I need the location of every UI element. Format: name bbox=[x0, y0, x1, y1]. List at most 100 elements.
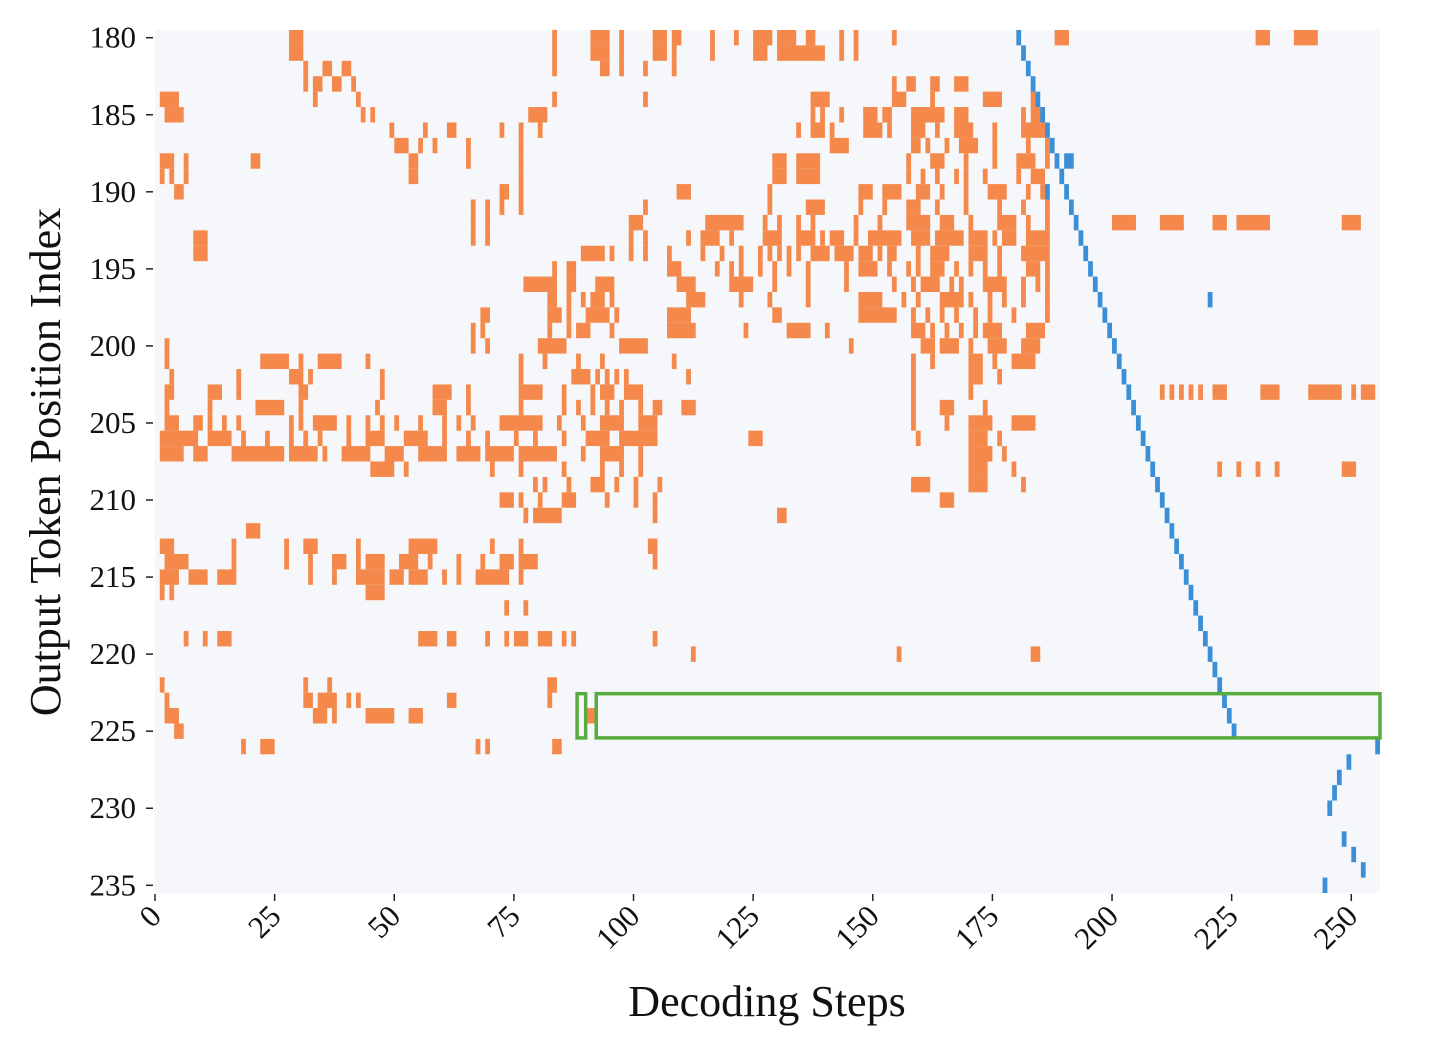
orange-heat-cell bbox=[1045, 137, 1050, 154]
orange-heat-cell bbox=[322, 446, 328, 462]
orange-heat-cell bbox=[552, 45, 557, 61]
orange-heat-cell bbox=[255, 399, 285, 416]
orange-heat-cell bbox=[968, 369, 983, 385]
y-tick-label: 195 bbox=[90, 251, 137, 286]
orange-heat-cell bbox=[485, 631, 490, 647]
orange-heat-cell bbox=[901, 291, 907, 308]
heatmap-cells bbox=[159, 30, 1380, 893]
orange-heat-cell bbox=[159, 677, 165, 693]
orange-heat-cell bbox=[561, 492, 577, 508]
orange-heat-cell bbox=[164, 692, 170, 709]
orange-heat-cell bbox=[265, 430, 270, 447]
orange-heat-cell bbox=[499, 415, 543, 431]
blue-heat-cell bbox=[1049, 137, 1055, 154]
orange-heat-cell bbox=[561, 430, 567, 447]
orange-heat-cell bbox=[566, 261, 577, 277]
orange-heat-cell bbox=[997, 245, 1002, 262]
orange-heat-cell bbox=[1021, 107, 1026, 123]
blue-heat-cell bbox=[1068, 199, 1074, 215]
orange-heat-cell bbox=[911, 415, 916, 431]
orange-heat-cell bbox=[355, 553, 361, 570]
orange-heat-cell bbox=[518, 446, 557, 462]
orange-heat-cell bbox=[930, 153, 945, 169]
orange-heat-cell bbox=[1159, 384, 1165, 400]
orange-heat-cell bbox=[542, 353, 548, 370]
orange-heat-cell bbox=[408, 569, 428, 585]
orange-heat-cell bbox=[958, 137, 979, 154]
orange-heat-cell bbox=[446, 122, 457, 138]
orange-heat-cell bbox=[623, 369, 629, 385]
blue-heat-cell bbox=[1097, 291, 1103, 308]
orange-heat-cell bbox=[456, 553, 462, 570]
blue-heat-cell bbox=[1212, 661, 1218, 678]
blue-heat-cell bbox=[1336, 769, 1342, 786]
orange-heat-cell bbox=[968, 384, 974, 400]
orange-heat-cell bbox=[317, 353, 342, 370]
orange-heat-cell bbox=[1179, 384, 1184, 400]
blue-heat-cell bbox=[1126, 384, 1132, 400]
orange-heat-cell bbox=[810, 245, 830, 262]
orange-heat-cell bbox=[1030, 91, 1036, 108]
orange-heat-cell bbox=[585, 430, 610, 447]
blue-heat-cell bbox=[1226, 708, 1232, 724]
orange-heat-cell bbox=[997, 261, 1002, 277]
orange-heat-cell bbox=[628, 214, 644, 231]
orange-heat-cell bbox=[858, 307, 897, 323]
orange-heat-cell bbox=[485, 430, 490, 447]
orange-heat-cell bbox=[552, 60, 557, 77]
orange-heat-cell bbox=[561, 399, 567, 416]
orange-heat-cell bbox=[600, 353, 605, 370]
blue-heat-cell bbox=[1193, 600, 1199, 616]
x-tick-label: 100 bbox=[589, 898, 647, 956]
orange-heat-cell bbox=[652, 30, 668, 46]
blue-heat-cell bbox=[1016, 30, 1022, 46]
orange-heat-cell bbox=[1030, 168, 1046, 185]
blue-heat-cell bbox=[1054, 153, 1060, 169]
orange-heat-cell bbox=[1021, 291, 1026, 308]
orange-heat-cell bbox=[312, 415, 337, 431]
orange-heat-cell bbox=[298, 415, 304, 431]
orange-heat-cell bbox=[499, 492, 514, 508]
orange-heat-cell bbox=[829, 230, 845, 246]
orange-heat-cell bbox=[1212, 214, 1227, 231]
y-tick-label: 235 bbox=[90, 867, 137, 902]
orange-heat-cell bbox=[906, 214, 931, 231]
orange-heat-cell bbox=[939, 492, 955, 508]
orange-heat-cell bbox=[934, 122, 940, 138]
y-tick-label: 205 bbox=[90, 405, 137, 440]
orange-heat-cell bbox=[288, 430, 294, 447]
orange-heat-cell bbox=[1021, 245, 1050, 262]
orange-heat-cell bbox=[518, 168, 524, 185]
orange-heat-cell bbox=[346, 430, 352, 447]
orange-heat-cell bbox=[164, 399, 170, 416]
orange-heat-cell bbox=[466, 153, 471, 169]
orange-heat-cell bbox=[1188, 384, 1194, 400]
orange-heat-cell bbox=[911, 399, 916, 416]
orange-heat-cell bbox=[580, 291, 586, 308]
orange-heat-cell bbox=[710, 45, 715, 61]
orange-heat-cell bbox=[777, 245, 782, 262]
y-tick-label: 185 bbox=[90, 97, 137, 132]
y-tick-label: 225 bbox=[90, 713, 137, 748]
orange-heat-cell bbox=[1274, 461, 1280, 477]
orange-heat-cell bbox=[159, 584, 165, 601]
orange-heat-cell bbox=[485, 446, 514, 462]
orange-heat-cell bbox=[595, 369, 601, 385]
orange-heat-cell bbox=[968, 291, 974, 308]
orange-heat-cell bbox=[217, 631, 232, 647]
blue-heat-cell bbox=[1360, 862, 1366, 878]
orange-heat-cell bbox=[1030, 646, 1041, 662]
orange-heat-cell bbox=[489, 461, 495, 477]
orange-heat-cell bbox=[858, 245, 873, 262]
orange-heat-cell bbox=[556, 415, 562, 431]
orange-heat-cell bbox=[327, 677, 333, 693]
orange-heat-cell bbox=[288, 446, 318, 462]
orange-heat-cell bbox=[824, 322, 830, 339]
orange-heat-cell bbox=[997, 430, 1002, 447]
orange-heat-cell bbox=[671, 45, 677, 61]
orange-heat-cell bbox=[480, 553, 486, 570]
orange-heat-cell bbox=[839, 30, 845, 46]
blue-heat-cell bbox=[1217, 677, 1223, 693]
orange-heat-cell bbox=[1169, 384, 1175, 400]
orange-heat-cell bbox=[1198, 384, 1203, 400]
